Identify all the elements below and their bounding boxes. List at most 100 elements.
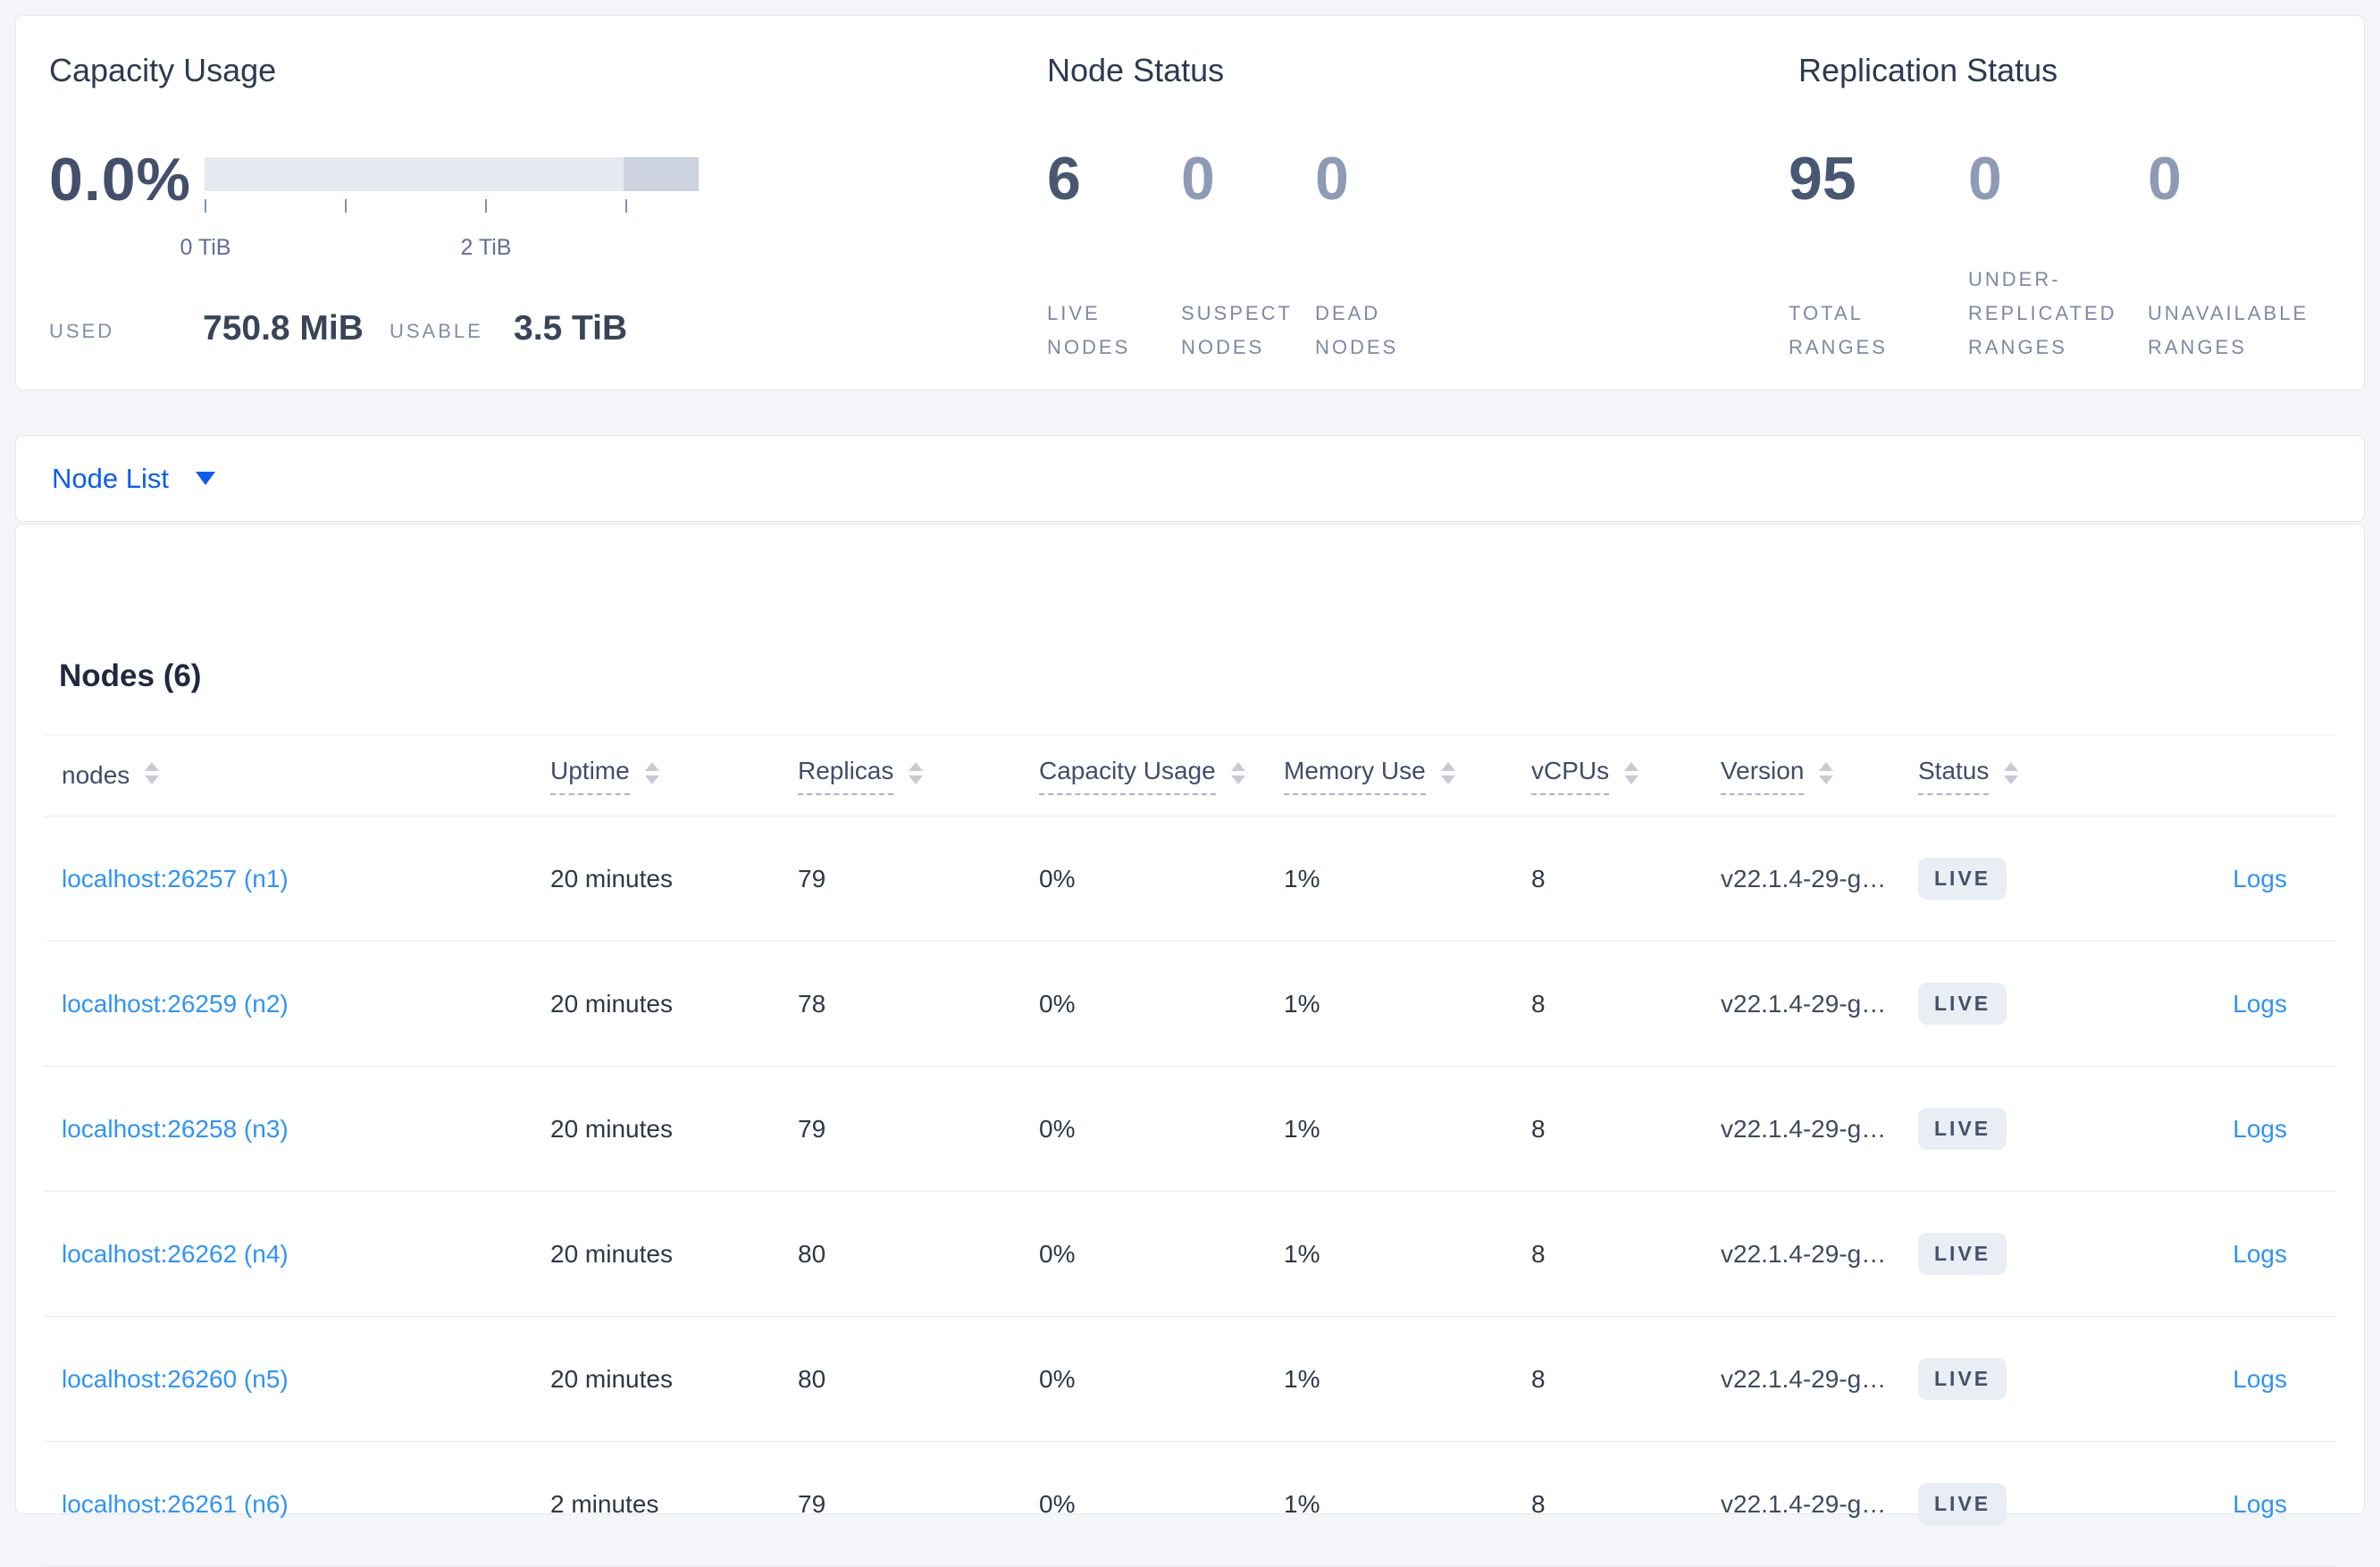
logs-link[interactable]: Logs [2233, 1114, 2287, 1143]
unavailable-ranges-label: UNAVAILABLE RANGES [2148, 302, 2309, 358]
table-row: localhost:26257 (n1) 20 minutes 79 0% 1%… [44, 817, 2336, 942]
table-row: localhost:26260 (n5) 20 minutes 80 0% 1%… [44, 1317, 2336, 1442]
column-header-label: nodes [62, 761, 130, 789]
total-ranges-label: TOTAL RANGES [1789, 302, 1888, 358]
column-header-uptime[interactable]: Uptime [550, 757, 798, 795]
column-header-label: Memory Use [1284, 757, 1426, 795]
replicas-cell: 79 [798, 864, 826, 892]
table-row: localhost:26262 (n4) 20 minutes 80 0% 1%… [44, 1192, 2336, 1317]
version-cell: v22.1.4-29-g… [1721, 864, 1887, 892]
dead-nodes-label: DEAD NODES [1315, 302, 1399, 358]
capacity-usage-title: Capacity Usage [49, 52, 277, 88]
suspect-nodes-count: 0 [1181, 145, 1215, 213]
table-row: localhost:26259 (n2) 20 minutes 78 0% 1%… [44, 942, 2336, 1067]
capacity-usage-cell: 0% [1039, 864, 1076, 892]
node-link[interactable]: localhost:26259 (n2) [62, 989, 289, 1018]
capacity-gauge-track [205, 157, 699, 191]
status-badge: LIVE [1918, 983, 2007, 1025]
vcpus-cell: 8 [1531, 1114, 1546, 1143]
logs-cell: Logs [2141, 990, 2336, 1018]
capacity-percent: 0.0% [49, 146, 191, 214]
column-header-label: Status [1918, 757, 1990, 795]
capacity-usage-cell: 0% [1039, 1239, 1076, 1268]
memory-use-cell: 1% [1284, 1239, 1320, 1268]
column-header-vcpus[interactable]: vCPUs [1531, 757, 1721, 795]
logs-cell: Logs [2141, 865, 2336, 893]
status-cell: LIVE [1918, 1233, 2141, 1275]
status-cell: LIVE [1918, 983, 2141, 1025]
column-header-replicas[interactable]: Replicas [798, 757, 1039, 795]
dead-nodes-count: 0 [1315, 145, 1349, 213]
uptime-cell: 20 minutes [550, 1239, 673, 1268]
sort-icon [1624, 761, 1639, 784]
capacity-gauge-ticks: 0 TiB 2 TiB [180, 199, 699, 260]
logs-cell: Logs [2141, 1490, 2336, 1519]
node-address-cell: localhost:26257 (n1) [44, 865, 550, 893]
sort-icon [2004, 761, 2019, 784]
column-header-label: Version [1721, 757, 1805, 795]
logs-link[interactable]: Logs [2233, 864, 2287, 892]
sort-icon [1819, 761, 1834, 784]
tick-mark [345, 199, 347, 213]
node-address-cell: localhost:26260 (n5) [44, 1365, 550, 1394]
nodes-table: nodes Uptime Replicas Capacity Usage Mem… [44, 734, 2336, 1567]
used-value: 750.8 MiB [203, 309, 364, 348]
logs-cell: Logs [2141, 1240, 2336, 1269]
used-label: USED [49, 320, 115, 342]
dead-nodes-stat: 0 DEAD NODES [1315, 145, 1449, 365]
node-link[interactable]: localhost:26258 (n3) [62, 1114, 289, 1143]
memory-use-cell: 1% [1284, 864, 1320, 892]
nodes-panel: Nodes (6) nodes Uptime Replicas Capacity… [15, 524, 2365, 1567]
status-badge: LIVE [1918, 1358, 2007, 1400]
memory-use-cell: 1% [1284, 989, 1320, 1018]
live-nodes-stat: 6 LIVE NODES [1047, 145, 1181, 365]
tick-label-2tib: 2 TiB [460, 235, 512, 260]
suspect-nodes-stat: 0 SUSPECT NODES [1181, 145, 1315, 365]
status-badge: LIVE [1918, 1483, 2007, 1525]
replication-status-stats: 95 TOTAL RANGES 0 UNDER-REPLICATED RANGE… [1789, 145, 2327, 365]
status-cell: LIVE [1918, 1483, 2141, 1525]
node-list-dropdown[interactable]: Node List [52, 436, 215, 521]
tick-label-0tib: 0 TiB [180, 235, 231, 260]
under-replicated-ranges-label: UNDER-REPLICATED RANGES [1968, 268, 2117, 358]
logs-link[interactable]: Logs [2233, 1239, 2287, 1268]
usable-value: 3.5 TiB [514, 309, 628, 348]
column-header-nodes[interactable]: nodes [44, 761, 550, 790]
status-cell: LIVE [1918, 1358, 2141, 1400]
logs-link[interactable]: Logs [2233, 989, 2287, 1018]
capacity-usage-cell: 0% [1039, 1114, 1076, 1143]
uptime-cell: 20 minutes [550, 1114, 673, 1143]
node-address-cell: localhost:26262 (n4) [44, 1240, 550, 1269]
node-address-cell: localhost:26259 (n2) [44, 990, 550, 1018]
column-header-version[interactable]: Version [1721, 757, 1918, 795]
column-header-status[interactable]: Status [1918, 757, 2141, 795]
column-header-capacity-usage[interactable]: Capacity Usage [1039, 757, 1284, 795]
capacity-usage-cell: 0% [1039, 1364, 1076, 1393]
version-cell: v22.1.4-29-g… [1721, 989, 1887, 1018]
nodes-section-title: Nodes (6) [59, 658, 202, 693]
logs-link[interactable]: Logs [2233, 1489, 2287, 1518]
tick-mark [205, 199, 206, 213]
cluster-summary-panel: Capacity Usage 0.0% 0 TiB 2 TiB USED 750… [15, 15, 2365, 390]
chevron-down-icon [195, 472, 215, 485]
vcpus-cell: 8 [1531, 1239, 1546, 1268]
suspect-nodes-label: SUSPECT NODES [1181, 302, 1293, 358]
logs-cell: Logs [2141, 1115, 2336, 1144]
node-link[interactable]: localhost:26261 (n6) [62, 1489, 289, 1518]
status-badge: LIVE [1918, 1108, 2007, 1150]
replicas-cell: 79 [798, 1114, 826, 1143]
node-link[interactable]: localhost:26262 (n4) [62, 1239, 289, 1268]
vcpus-cell: 8 [1531, 1489, 1546, 1518]
node-address-cell: localhost:26261 (n6) [44, 1490, 550, 1519]
column-header-memory-use[interactable]: Memory Use [1284, 757, 1531, 795]
version-cell: v22.1.4-29-g… [1721, 1239, 1887, 1268]
logs-link[interactable]: Logs [2233, 1364, 2287, 1393]
version-cell: v22.1.4-29-g… [1721, 1489, 1887, 1518]
status-badge: LIVE [1918, 858, 2007, 900]
node-status-title: Node Status [1047, 52, 1225, 88]
node-link[interactable]: localhost:26257 (n1) [62, 864, 289, 892]
tick-mark [485, 199, 487, 213]
sort-icon [644, 761, 659, 784]
vcpus-cell: 8 [1531, 864, 1546, 892]
node-link[interactable]: localhost:26260 (n5) [62, 1364, 289, 1393]
